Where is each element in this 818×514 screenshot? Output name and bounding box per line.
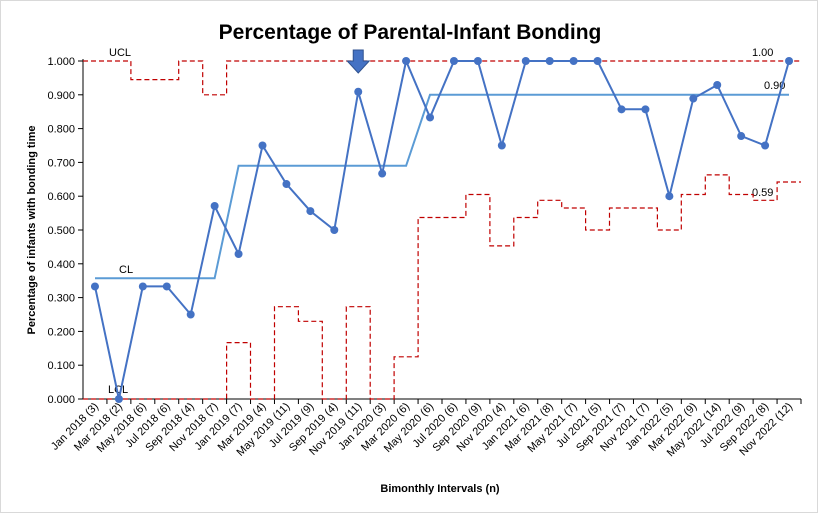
y-tick-label: 0.300 [47, 293, 75, 305]
data-point [473, 57, 482, 65]
data-point [449, 57, 458, 65]
data-point [282, 180, 291, 189]
x-axis-title: Bimonthly Intervals (n) [380, 483, 500, 495]
data-point [402, 57, 411, 65]
data-point [593, 57, 602, 65]
y-tick-label: 1.000 [47, 56, 75, 68]
y-tick-label: 0.200 [47, 326, 75, 338]
data-point [785, 57, 794, 65]
data-point [330, 226, 339, 234]
data-point [378, 169, 387, 178]
data-point [162, 282, 171, 291]
center-line [95, 93, 789, 280]
data-series-line [94, 57, 790, 400]
y-tick-label: 0.900 [47, 90, 75, 102]
y-tick-label: 0.700 [47, 157, 75, 169]
y-tick-label: 0.000 [47, 394, 75, 406]
ucl-label: UCL [109, 47, 131, 59]
y-tick-label: 0.100 [47, 360, 75, 372]
plot-area: 0.000 0.100 0.200 0.300 0.400 0.500 0.600 0.700… [47, 49, 802, 459]
data-point [90, 282, 99, 291]
y-tick-label: 0.400 [47, 259, 75, 271]
y-tick-label: 0.600 [47, 191, 75, 203]
lcl-label: LCL [108, 384, 128, 396]
y-tick-label: 0.800 [47, 124, 75, 136]
data-point [545, 57, 554, 65]
chart-title: Percentage of Parental-Infant Bonding [219, 21, 602, 44]
data-point [138, 282, 147, 291]
data-point [114, 395, 123, 403]
data-point [210, 202, 219, 211]
data-point [689, 94, 698, 103]
data-point [186, 310, 195, 319]
data-point [258, 141, 267, 150]
data-point [354, 87, 363, 96]
data-point [426, 113, 435, 122]
data-point [665, 192, 674, 201]
ucl-value-label: 1.00 [752, 47, 773, 59]
data-point [497, 141, 506, 150]
data-point [306, 207, 315, 216]
data-point [521, 57, 530, 65]
data-point [713, 80, 722, 89]
data-point [617, 105, 626, 114]
data-point [761, 141, 770, 150]
cl-label: CL [119, 264, 133, 276]
y-tick-label: 0.500 [47, 225, 75, 237]
lcl-line [83, 174, 801, 400]
data-point [569, 57, 578, 65]
lcl-value-label: 0.59 [752, 187, 773, 199]
data-point [737, 132, 746, 141]
y-axis-title: Percentage of infants with bonding time [26, 125, 38, 334]
data-point [641, 105, 650, 114]
arrow-down-icon [346, 49, 371, 74]
data-point [234, 249, 243, 258]
